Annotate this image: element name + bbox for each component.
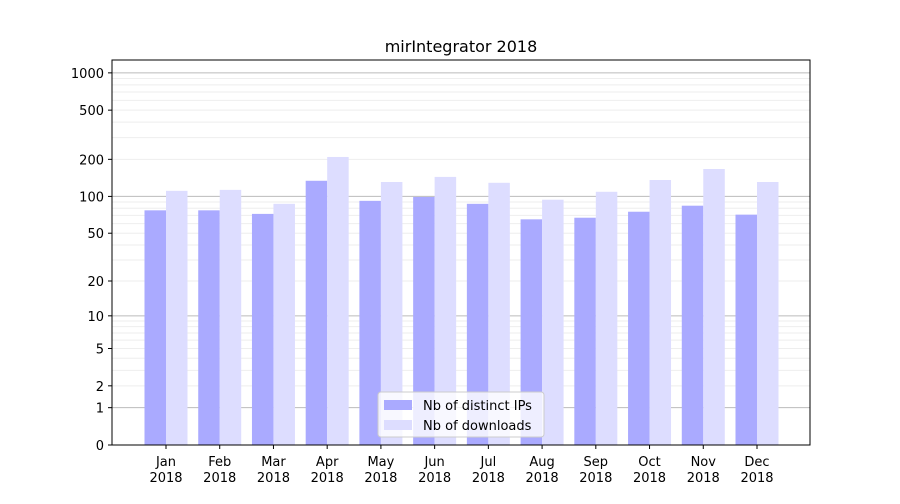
bar-downloads — [273, 203, 295, 445]
x-tick-label-line: Nov — [691, 455, 717, 470]
legend: Nb of distinct IPs Nb of downloads — [377, 391, 545, 438]
y-tick-label: 0 — [96, 439, 104, 454]
bar-distinct-ips — [574, 217, 596, 445]
x-tick-label-line: 2018 — [687, 471, 720, 486]
x-tick-label-line: 2018 — [579, 471, 612, 486]
x-tick-label: Sep 2018 — [579, 455, 612, 486]
bar-downloads — [434, 176, 457, 445]
x-tick-label-line: May — [367, 455, 394, 470]
x-tick-label-line: Oct — [638, 455, 660, 470]
x-tick-label: Dec 2018 — [740, 455, 773, 486]
x-tick-label: Jan 2018 — [149, 455, 182, 486]
x-tick-label-line: 2018 — [149, 471, 182, 486]
x-tick-label-line: Aug — [529, 455, 554, 470]
bar-downloads — [327, 156, 349, 445]
bar-distinct-ips — [520, 219, 543, 445]
bar-downloads — [703, 169, 725, 445]
y-tick-label: 50 — [87, 227, 104, 242]
legend-label: Nb of downloads — [423, 419, 532, 434]
x-tick-label-line: Apr — [316, 455, 339, 470]
x-tick-label-line: 2018 — [311, 471, 344, 486]
x-tick-label-line: 2018 — [257, 471, 290, 486]
x-tick-label-line: 2018 — [203, 471, 236, 486]
x-tick-label-line: 2018 — [633, 471, 666, 486]
bar-downloads — [488, 182, 510, 445]
x-tick-label-line: 2018 — [364, 471, 397, 486]
x-tick-label: May 2018 — [364, 455, 397, 486]
bar-downloads — [380, 181, 403, 445]
y-tick-label: 1 — [96, 402, 104, 417]
x-tick-label: Mar 2018 — [257, 455, 290, 486]
y-tick-label: 100 — [79, 190, 104, 205]
bar-distinct-ips — [359, 200, 381, 445]
legend-label: Nb of distinct IPs — [423, 399, 532, 414]
bar-distinct-ips — [681, 205, 704, 445]
x-tick-label-line: Mar — [261, 455, 286, 470]
bar-downloads — [757, 181, 779, 445]
legend-swatch — [384, 420, 412, 430]
legend-box — [377, 391, 545, 438]
x-tick-label-line: Jul — [480, 455, 497, 470]
bar-distinct-ips — [305, 180, 328, 445]
y-tick-label: 200 — [79, 153, 104, 168]
bar-downloads — [542, 199, 564, 445]
y-tick-label: 10 — [87, 310, 104, 325]
x-tick-label-line: Jun — [423, 455, 444, 470]
x-tick-label-line: Feb — [208, 455, 231, 470]
x-tick-label: Jul 2018 — [472, 455, 505, 486]
bar-distinct-ips — [413, 196, 435, 445]
bar-distinct-ips — [198, 210, 220, 445]
plot-frame — [111, 59, 811, 446]
x-tick-label-line: Sep — [584, 455, 609, 470]
x-tick-label-line: 2018 — [418, 471, 451, 486]
bar-distinct-ips — [251, 213, 274, 445]
y-tick-label: 2 — [96, 380, 104, 395]
x-tick-label: Feb 2018 — [203, 455, 236, 486]
x-tick-label: Jun 2018 — [418, 455, 451, 486]
x-tick-label-line: 2018 — [472, 471, 505, 486]
bar-distinct-ips — [144, 210, 166, 445]
bar-downloads — [649, 179, 672, 445]
bar-distinct-ips — [466, 203, 489, 445]
x-tick-label-line: 2018 — [526, 471, 559, 486]
y-tick-label: 500 — [79, 104, 104, 119]
bar-downloads — [166, 190, 188, 445]
bar-downloads — [595, 191, 618, 445]
chart-title: mirIntegrator 2018 — [385, 37, 538, 56]
x-tick-label-line: Jan — [155, 455, 176, 470]
x-tick-label: Apr 2018 — [311, 455, 344, 486]
y-tick-label: 1000 — [71, 67, 104, 82]
x-tick-label: Aug 2018 — [526, 455, 559, 486]
y-tick-label: 20 — [87, 275, 104, 290]
bar-distinct-ips — [735, 214, 757, 445]
x-tick-label-line: Dec — [744, 455, 769, 470]
bar-downloads — [219, 189, 242, 445]
bar-distinct-ips — [628, 211, 650, 445]
x-tick-label-line: 2018 — [740, 471, 773, 486]
y-tick-label: 5 — [96, 342, 104, 357]
x-tick-label: Nov 2018 — [687, 455, 720, 486]
legend-swatch — [384, 400, 412, 410]
x-tick-label: Oct 2018 — [633, 455, 666, 486]
